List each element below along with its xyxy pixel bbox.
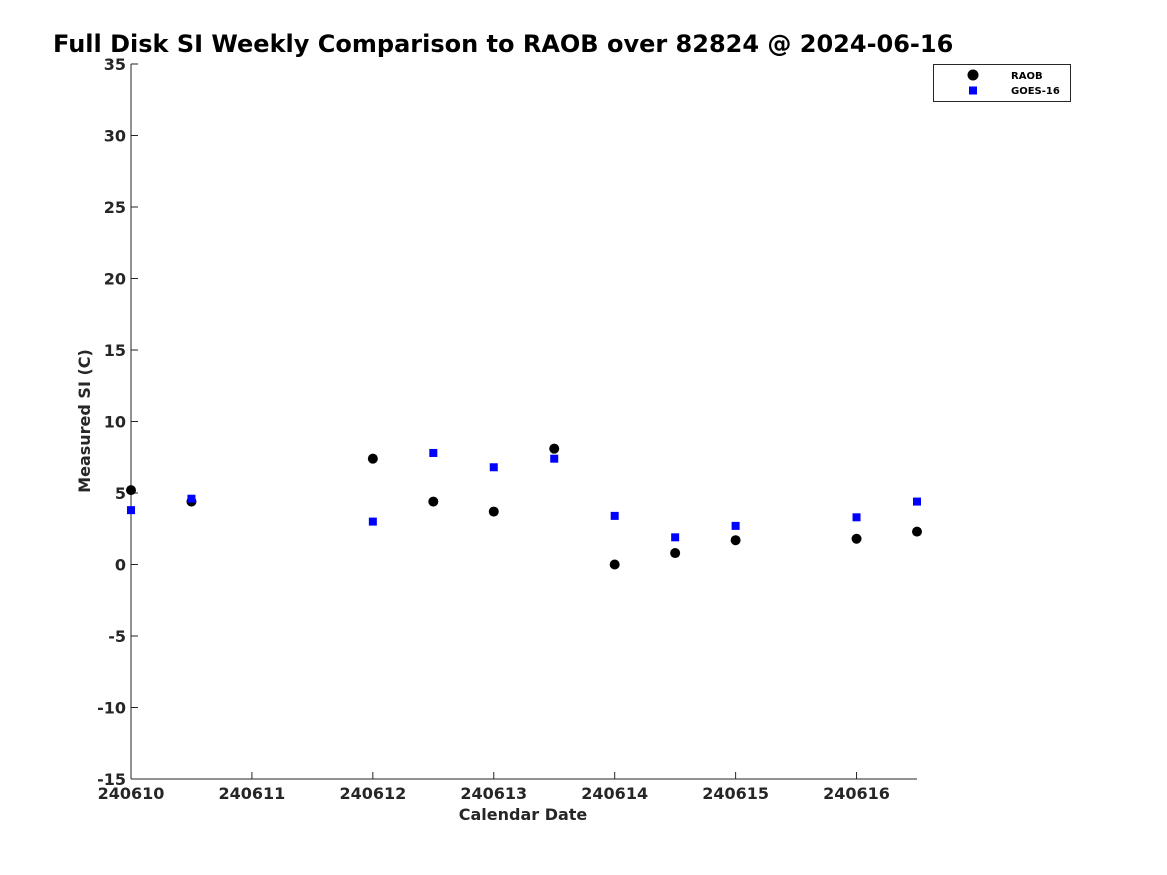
legend-goes-label: GOES-16 — [1011, 86, 1060, 97]
goes16-point — [731, 521, 740, 530]
raob-point — [549, 443, 560, 454]
legend-box — [933, 64, 1071, 102]
x-tick-label: 240614 — [581, 784, 648, 803]
y-ticks: -15 -10 -5 0 5 10 15 20 25 30 35 — [97, 55, 138, 789]
x-tick-label: 240610 — [98, 784, 165, 803]
goes16-point — [368, 517, 377, 526]
x-tick-label: 240611 — [219, 784, 286, 803]
x-tick-label: 240616 — [823, 784, 890, 803]
goes16-point — [429, 448, 438, 457]
goes16-point — [852, 513, 861, 522]
chart-title: Full Disk SI Weekly Comparison to RAOB o… — [53, 30, 953, 58]
goes16-point — [913, 497, 921, 506]
data-markers — [126, 443, 922, 570]
raob-point — [912, 526, 922, 537]
x-tick-label: 240612 — [339, 784, 406, 803]
y-tick-label: 30 — [104, 127, 126, 146]
legend-raob-marker — [967, 69, 979, 81]
y-tick-label: 5 — [115, 484, 126, 503]
raob-point — [609, 559, 620, 570]
x-tick-label: 240613 — [460, 784, 527, 803]
y-axis-label: Measured SI (C) — [75, 349, 94, 493]
raob-point — [730, 535, 741, 546]
y-tick-label: 35 — [104, 55, 126, 74]
raob-point — [367, 453, 378, 464]
raob-point — [851, 533, 862, 544]
y-tick-label: -15 — [97, 770, 126, 789]
x-tick-label: 240615 — [702, 784, 769, 803]
legend-raob-label: RAOB — [1011, 71, 1043, 82]
raob-point — [670, 548, 681, 559]
goes16-point — [610, 511, 619, 520]
y-tick-label: 20 — [104, 270, 126, 289]
y-tick-label: 15 — [104, 341, 126, 360]
y-tick-label: 25 — [104, 198, 126, 217]
raob-point — [488, 506, 499, 517]
legend: RAOB GOES-16 — [933, 64, 1071, 102]
y-tick-label: -10 — [97, 699, 126, 718]
y-tick-label: -5 — [108, 627, 126, 646]
legend-goes-marker — [969, 86, 977, 95]
goes16-point — [187, 494, 196, 503]
y-tick-label: 10 — [104, 413, 126, 432]
raob-point — [126, 485, 136, 496]
raob-point — [428, 496, 439, 507]
y-tick-label: 0 — [115, 556, 126, 575]
x-ticks: 240610 240611 240612 240613 240614 240615 2406… — [98, 772, 890, 803]
x-axis-label: Calendar Date — [459, 805, 588, 824]
goes16-point — [550, 454, 559, 463]
goes16-point — [127, 506, 135, 515]
goes16-point — [489, 463, 498, 472]
goes16-point — [671, 533, 680, 542]
